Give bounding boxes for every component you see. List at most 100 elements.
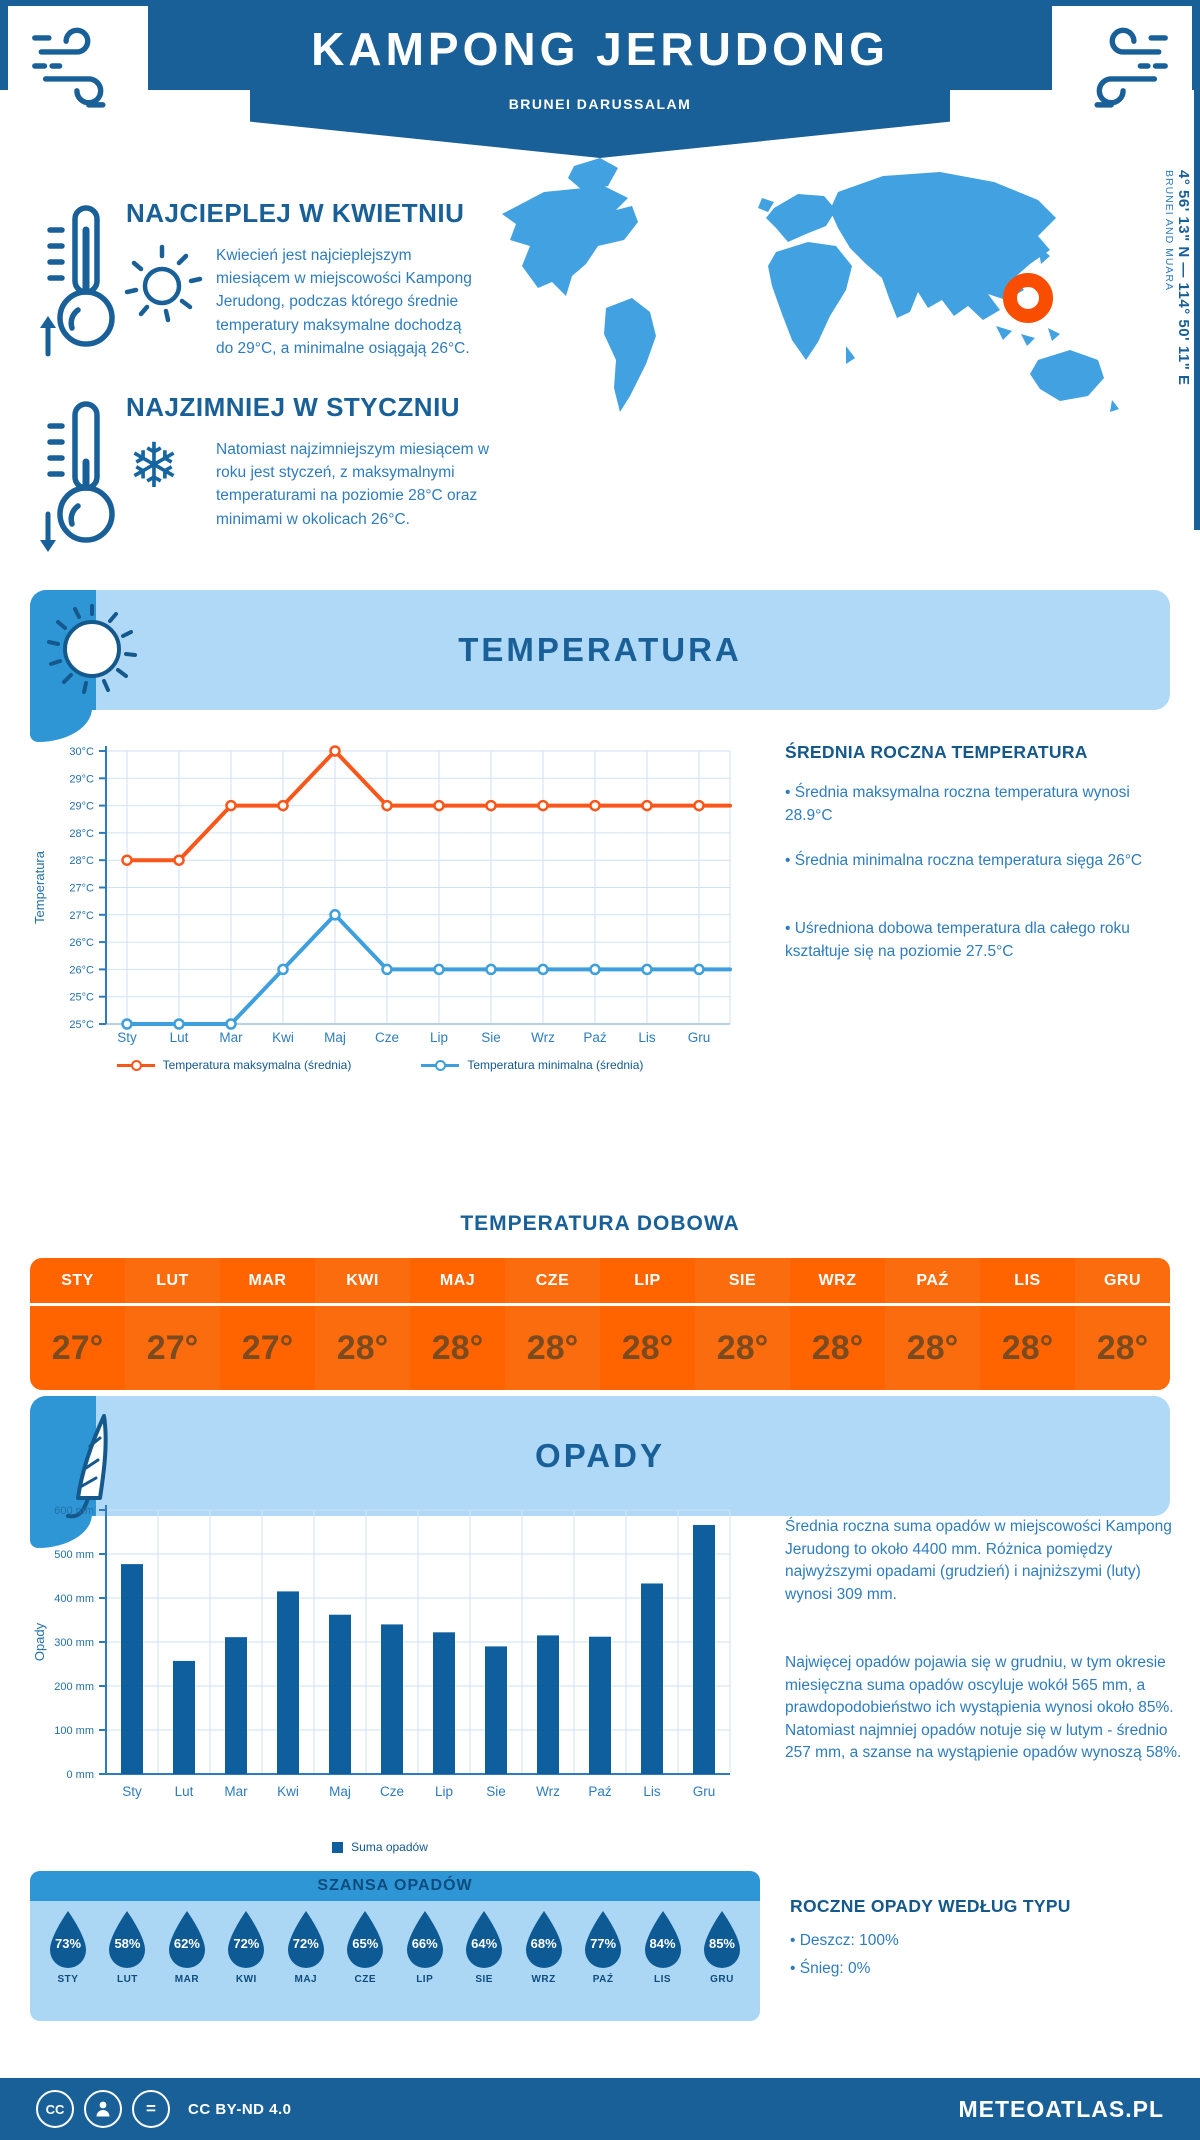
right-edge-decoration: [1194, 90, 1200, 530]
raindrop-icon: [644, 1911, 681, 1968]
daily-temp-value: 28°: [1096, 1328, 1149, 1367]
rain-chance-value: 68%: [530, 1936, 557, 1951]
sun-banner-icon: [47, 604, 137, 694]
rain-chance-month: PAŹ: [592, 1974, 614, 1985]
precipitation-banner: OPADY: [30, 1396, 1170, 1548]
banner-tab-tail: [30, 708, 92, 742]
footer: CC = CC BY-ND 4.0 METEOATLAS.PL: [0, 2078, 1200, 2140]
svg-text:300 mm: 300 mm: [54, 1637, 94, 1649]
svg-text:Lip: Lip: [430, 1030, 448, 1045]
rain-chance-month: WRZ: [531, 1974, 556, 1985]
rain-chance-value: 73%: [54, 1936, 82, 1951]
temperature-banner: TEMPERATURA: [30, 590, 1170, 742]
svg-text:Temperatura: Temperatura: [32, 850, 47, 924]
svg-text:Sty: Sty: [117, 1030, 137, 1045]
daily-temp-value: 28°: [811, 1328, 864, 1367]
svg-text:Sty: Sty: [122, 1784, 142, 1799]
raindrop-icon: [466, 1911, 503, 1968]
raindrop-icon: [228, 1911, 265, 1968]
daily-temp-month: GRU: [1075, 1258, 1170, 1306]
rain-chance-item: 72% MAJ: [280, 1909, 332, 1985]
svg-text:Cze: Cze: [380, 1784, 404, 1799]
annual-temp-bullet-2: • Średnia minimalna roczna temperatura s…: [785, 852, 1143, 869]
daily-temp-month: MAR: [220, 1258, 315, 1306]
svg-text:Lut: Lut: [175, 1784, 194, 1799]
site-name: METEOATLAS.PL: [958, 2095, 1164, 2122]
raindrop-icon: [525, 1911, 562, 1968]
rain-chance-value: 58%: [114, 1936, 141, 1951]
daily-temp-value: 28°: [431, 1328, 484, 1367]
wind-icon: [32, 27, 106, 108]
rain-chance-drops: 73% STY 58% LUT 62% MAR 72% KWI 72% MAJ 65% CZE 66% L…: [42, 1909, 748, 1985]
svg-text:Kwi: Kwi: [277, 1784, 299, 1799]
raindrop-icon: [347, 1911, 384, 1968]
svg-text:Mar: Mar: [219, 1030, 243, 1045]
svg-text:28°C: 28°C: [69, 855, 94, 867]
rain-chance-value: 64%: [471, 1936, 498, 1951]
precip-type-snow: • Śnieg: 0%: [790, 1960, 871, 1977]
chance-of-rain-panel: SZANSA OPADÓW 73% STY 58% LUT 62% MAR 72% KWI 72…: [30, 1871, 760, 2021]
rain-chance-item: 73% STY: [42, 1909, 94, 1985]
svg-text:Wrz: Wrz: [536, 1784, 560, 1799]
daily-temp-value: 27°: [241, 1328, 294, 1367]
rain-chance-item: 85% GRU: [696, 1909, 748, 1985]
rain-chance-item: 66% LIP: [399, 1909, 451, 1985]
page-title: KAMPONG JERUDONG: [311, 23, 889, 75]
svg-text:100 mm: 100 mm: [54, 1725, 94, 1737]
title-ribbon: KAMPONG JERUDONG BRUNEI DARUSSALAM: [250, 0, 950, 158]
svg-text:Maj: Maj: [324, 1030, 346, 1045]
daily-temp-column: KWI 28°: [315, 1258, 410, 1390]
daily-temp-value: 28°: [716, 1328, 769, 1367]
svg-text:29°C: 29°C: [69, 773, 94, 785]
svg-text:Lis: Lis: [638, 1030, 656, 1045]
legend-max-marker: [116, 1059, 155, 1071]
legend-sum-marker: [332, 1841, 344, 1853]
chance-of-rain-title: SZANSA OPADÓW: [30, 1871, 760, 1901]
svg-text:27°C: 27°C: [69, 883, 94, 895]
daily-temp-value: 28°: [336, 1328, 389, 1367]
daily-temp-column: STY 27°: [30, 1258, 125, 1390]
daily-temp-month: PAŹ: [885, 1258, 980, 1306]
svg-text:28°C: 28°C: [69, 828, 94, 840]
svg-text:Opady: Opady: [32, 1622, 47, 1661]
rain-chance-month: LIS: [654, 1974, 672, 1985]
precip-type-heading: ROCZNE OPADY WEDŁUG TYPU: [790, 1896, 1071, 1916]
daily-temp-column: MAR 27°: [220, 1258, 315, 1390]
daily-temp-value: 28°: [526, 1328, 579, 1367]
rain-chance-item: 65% CZE: [339, 1909, 391, 1985]
svg-text:Lut: Lut: [170, 1030, 189, 1045]
daily-temp-column: GRU 28°: [1075, 1258, 1170, 1390]
daily-temp-month: CZE: [505, 1258, 600, 1306]
daily-temp-value: 28°: [621, 1328, 674, 1367]
daily-temp-month: WRZ: [790, 1258, 885, 1306]
svg-text:Paź: Paź: [588, 1784, 612, 1799]
svg-text:25°C: 25°C: [69, 992, 94, 1004]
region-text: BRUNEI AND MUARA: [1163, 170, 1175, 292]
legend-item-sum: Suma opadów: [332, 1840, 428, 1854]
daily-temp-column: MAJ 28°: [410, 1258, 505, 1390]
precip-type-rain: • Deszcz: 100%: [790, 1932, 899, 1949]
precipitation-bar-chart: 600 mm 500 mm 400 mm 300 mm 200 mm 100 mm 0 mm…: [32, 1505, 731, 1799]
snowflake-icon: ❄: [128, 432, 180, 501]
svg-text:0 mm: 0 mm: [67, 1769, 95, 1781]
svg-text:Wrz: Wrz: [531, 1030, 555, 1045]
license-group: CC = CC BY-ND 4.0: [36, 2090, 292, 2128]
rain-chance-value: 72%: [233, 1936, 260, 1951]
rain-chance-item: 58% LUT: [101, 1909, 153, 1985]
daily-temp-column: CZE 28°: [505, 1258, 600, 1390]
precipitation-section-title: OPADY: [535, 1437, 665, 1474]
rain-chance-value: 66%: [411, 1936, 438, 1951]
precip-paragraph-1: Średnia roczna suma opadów w miejscowośc…: [785, 1518, 1172, 1603]
rain-chance-month: CZE: [354, 1974, 377, 1985]
raindrop-icon: [50, 1911, 86, 1968]
daily-temp-value: 28°: [906, 1328, 959, 1367]
cc-icon: CC: [36, 2090, 74, 2128]
svg-text:25°C: 25°C: [69, 1019, 94, 1031]
daily-temp-column: LIS 28°: [980, 1258, 1075, 1390]
svg-text:Cze: Cze: [375, 1030, 399, 1045]
svg-text:600 mm: 600 mm: [54, 1505, 94, 1517]
annual-temp-heading: ŚREDNIA ROCZNA TEMPERATURA: [785, 742, 1088, 762]
rain-chance-month: MAJ: [294, 1974, 318, 1985]
highlight-cold-text: Natomiast najzimniejszym miesiącem w rok…: [216, 441, 490, 528]
svg-text:Lip: Lip: [435, 1784, 453, 1799]
